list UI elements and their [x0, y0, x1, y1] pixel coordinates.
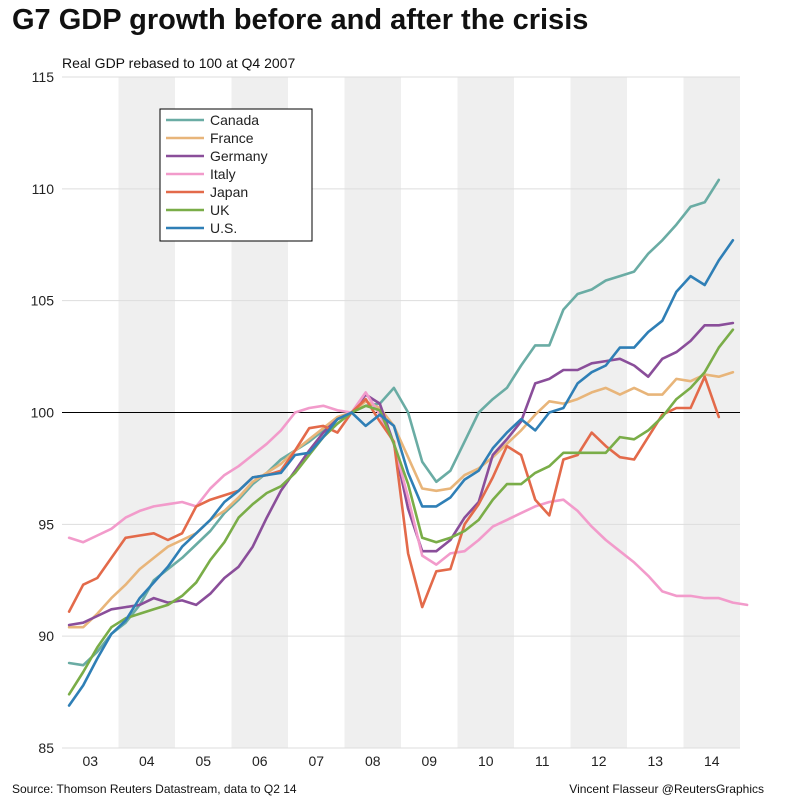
x-tick-label: 14 — [704, 753, 720, 769]
legend-label: Canada — [210, 112, 259, 128]
x-tick-label: 05 — [195, 753, 211, 769]
x-axis-ticks: 03 04 05 06 07 08 09 10 11 12 13 14 — [82, 753, 719, 769]
legend: Canada France Germany Italy Japan UK U.S. — [159, 108, 313, 242]
x-tick-label: 09 — [421, 753, 437, 769]
legend-label: U.S. — [210, 220, 237, 236]
x-tick-label: 12 — [591, 753, 607, 769]
y-tick-label: 85 — [38, 740, 54, 756]
source-note: Source: Thomson Reuters Datastream, data… — [12, 782, 297, 796]
x-tick-label: 07 — [308, 753, 324, 769]
legend-label: Japan — [210, 184, 248, 200]
y-tick-label: 95 — [38, 516, 54, 532]
y-tick-label: 110 — [32, 181, 55, 197]
credit-note: Vincent Flasseur @ReutersGraphics — [569, 782, 764, 796]
series-line-uk — [67, 328, 735, 696]
legend-label: Italy — [210, 166, 236, 182]
legend-label: France — [210, 130, 254, 146]
series-line-germany — [67, 321, 735, 627]
y-tick-label: 115 — [32, 69, 55, 85]
x-tick-label: 04 — [139, 753, 155, 769]
y-tick-label: 90 — [38, 628, 54, 644]
series-line-italy — [67, 391, 749, 607]
y-tick-label: 100 — [31, 405, 55, 421]
x-tick-label: 08 — [365, 753, 381, 769]
x-tick-label: 11 — [535, 753, 550, 769]
y-axis-ticks: 85 90 95 100 105 110 115 — [31, 69, 55, 756]
legend-label: Germany — [210, 148, 268, 164]
y-tick-label: 105 — [31, 293, 55, 309]
series-line-canada — [67, 178, 721, 667]
legend-label: UK — [210, 202, 230, 218]
series-line-france — [67, 370, 735, 629]
series-lines — [67, 178, 749, 707]
chart-title: G7 GDP growth before and after the crisi… — [12, 4, 589, 36]
x-tick-label: 06 — [252, 753, 268, 769]
x-tick-label: 10 — [478, 753, 494, 769]
x-tick-label: 03 — [82, 753, 98, 769]
series-line-us — [67, 239, 735, 707]
chart-subtitle: Real GDP rebased to 100 at Q4 2007 — [62, 55, 296, 71]
x-tick-label: 13 — [647, 753, 663, 769]
grid-lines — [62, 76, 740, 749]
